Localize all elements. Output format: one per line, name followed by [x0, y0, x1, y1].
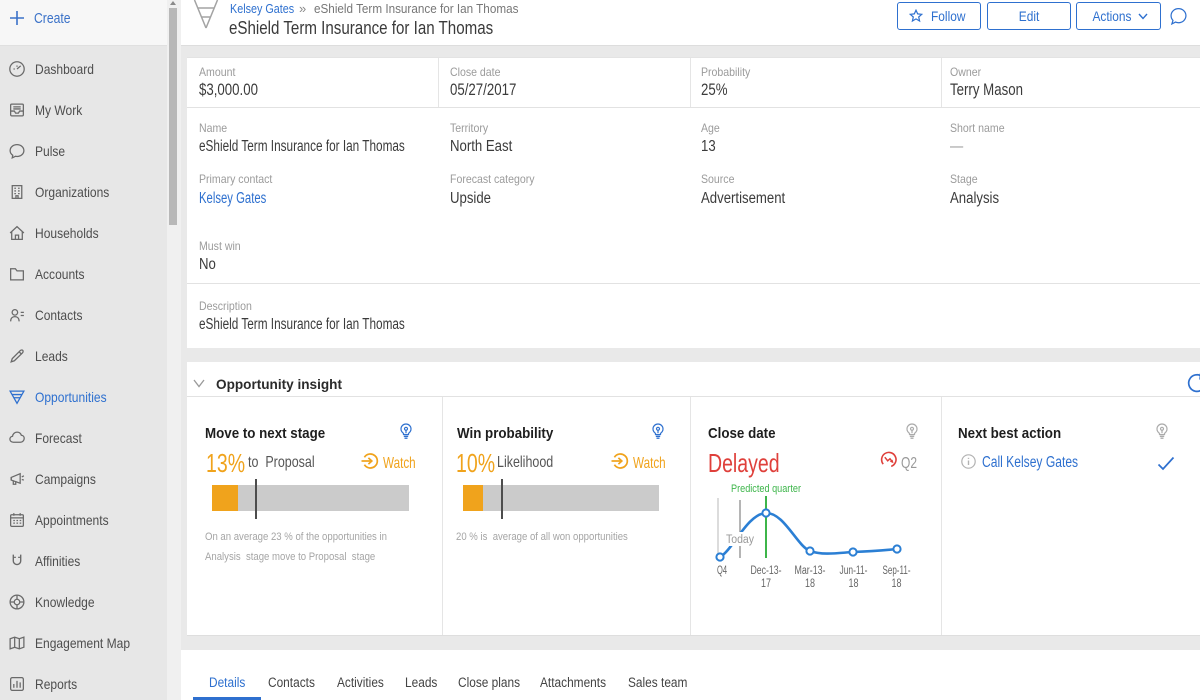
svg-text:Today: Today	[726, 534, 754, 546]
svg-text:Sep-11-: Sep-11-	[883, 565, 911, 577]
svg-text:Predicted quarter: Predicted quarter	[731, 483, 801, 495]
svg-text:18: 18	[892, 578, 902, 590]
svg-text:Jun-11-: Jun-11-	[840, 565, 868, 577]
svg-text:18: 18	[849, 578, 859, 590]
svg-text:17: 17	[761, 578, 771, 590]
svg-text:Mar-13-: Mar-13-	[795, 565, 826, 577]
svg-text:Q4: Q4	[717, 565, 727, 577]
svg-text:Dec-13-: Dec-13-	[751, 565, 782, 577]
svg-text:18: 18	[805, 578, 815, 590]
